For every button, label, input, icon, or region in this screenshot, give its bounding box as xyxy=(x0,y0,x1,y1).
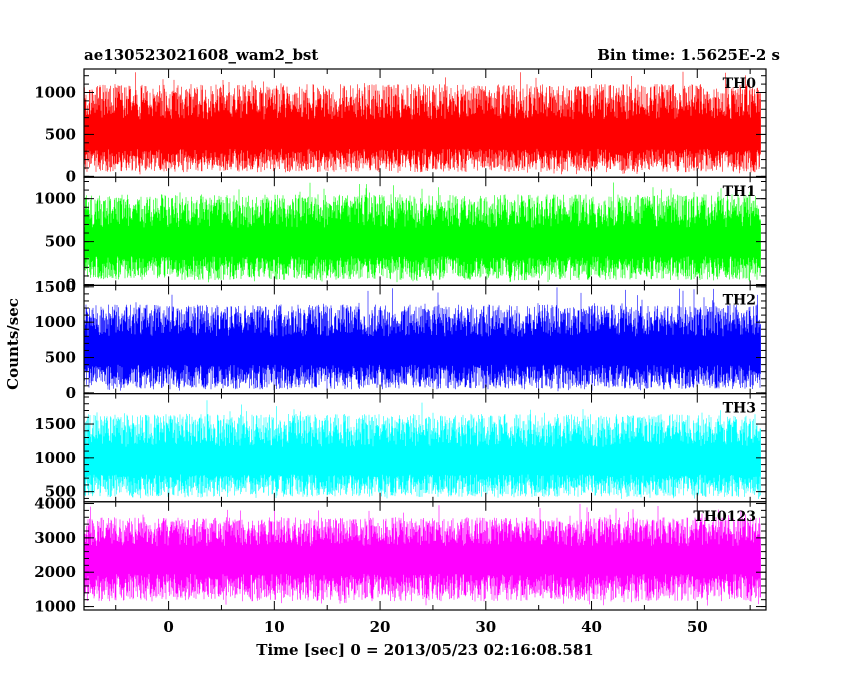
y-tick-label: 1000 xyxy=(34,83,76,101)
series-core-th0 xyxy=(84,119,761,149)
y-tick-label: 1000 xyxy=(34,313,76,331)
y-tick-label: 0 xyxy=(66,276,76,294)
panel-th1: 0 500 1000 TH1 xyxy=(34,176,767,294)
panel-frame xyxy=(83,501,767,611)
y-tick-label: 500 xyxy=(45,233,76,251)
panel-th3: 500 1000 1500 TH3 xyxy=(34,393,767,503)
series-core-th0123 xyxy=(84,546,761,574)
panel-label-th3: TH3 xyxy=(723,401,756,417)
y-tick-label: 500 xyxy=(45,125,76,143)
y-tick-label: 1000 xyxy=(34,449,76,467)
y-tick-label: 2000 xyxy=(34,563,76,581)
x-tick-label: 30 xyxy=(475,618,496,636)
y-tick-label: 3000 xyxy=(34,529,76,547)
y-tick-label: 1000 xyxy=(34,598,76,616)
panel-label-th2: TH2 xyxy=(723,292,756,308)
series-core-th2 xyxy=(84,336,761,365)
x-tick-label: 40 xyxy=(581,618,602,636)
y-tick-label: 0 xyxy=(66,167,76,185)
y-tick-label: 500 xyxy=(45,349,76,367)
panel-th0123: 1000 2000 3000 4000 TH0123 xyxy=(34,495,767,616)
x-tick-label: 0 xyxy=(163,618,173,636)
panel-label-th0: TH0 xyxy=(723,76,757,92)
y-axis-label: Counts/sec xyxy=(4,298,22,390)
x-tick-label: 50 xyxy=(687,618,708,636)
y-tick-label: 1500 xyxy=(34,415,76,433)
panel-label-th1: TH1 xyxy=(723,184,756,200)
y-tick-label: 4000 xyxy=(34,495,76,513)
panel-th0: 0 500 1000 TH0 xyxy=(34,68,767,185)
y-tick-label: 500 xyxy=(45,483,76,501)
series-core-th3 xyxy=(84,446,761,475)
chart-title: ae130523021608_wam2_bst xyxy=(84,46,318,64)
x-axis-label: Time [sec] 0 = 2013/05/23 02:16:08.581 xyxy=(256,641,593,659)
panel-label-th0123: TH0123 xyxy=(693,509,756,525)
x-tick-label: 10 xyxy=(264,618,285,636)
y-tick-label: 1500 xyxy=(34,278,76,296)
panel-th2: 0 500 1000 1500 TH2 xyxy=(34,278,767,402)
y-tick-label: 1000 xyxy=(34,190,76,208)
series-core-th1 xyxy=(84,227,761,257)
x-tick-label: 20 xyxy=(370,618,391,636)
bin-time-label: Bin time: 1.5625E-2 s xyxy=(597,46,780,64)
y-tick-label: 0 xyxy=(66,384,76,402)
